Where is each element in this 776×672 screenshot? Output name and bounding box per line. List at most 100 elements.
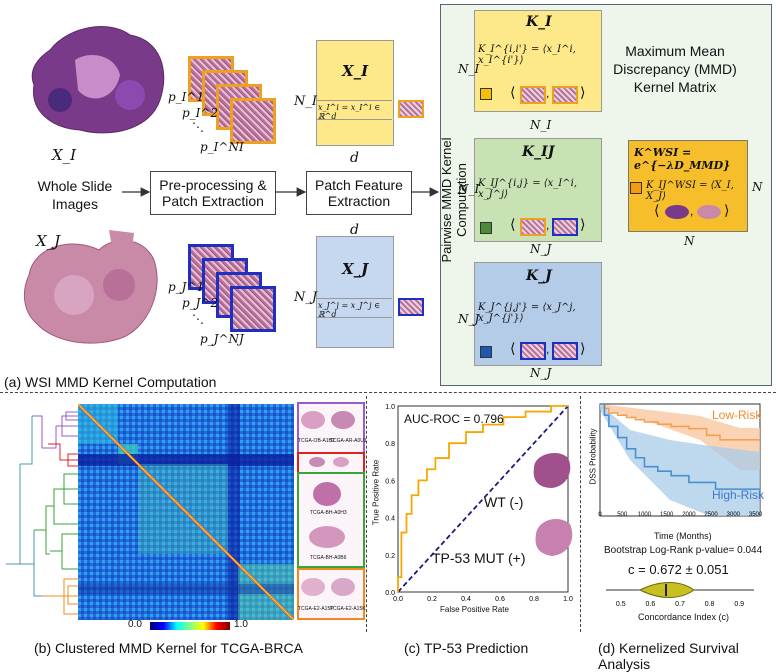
- survival-high-band: [600, 404, 760, 516]
- ni-label: N_I: [294, 94, 318, 109]
- roc-chance-line: [397, 405, 569, 593]
- kwsi-title: K^WSI = e^{−λD_MMD}: [634, 146, 731, 172]
- ki-patch-2: [552, 86, 578, 104]
- cindex-tick: 0.8: [705, 601, 715, 608]
- xi-matrix-title: X_I: [342, 62, 369, 80]
- ki-patch-1: [520, 86, 546, 104]
- separator-v2: [580, 396, 581, 632]
- roc-ytick: 0.4: [385, 516, 395, 523]
- kj-langle: ⟨: [510, 340, 516, 356]
- caption-c: (c) TP-53 Prediction: [404, 640, 529, 656]
- cindex-value: c = 0.672 ± 0.051: [628, 562, 729, 577]
- kj-rangle: ⟩: [580, 340, 586, 356]
- xj-row-label: x_J^j = x_J^j ∈ ℝ^d: [318, 301, 381, 319]
- kwsi-bottom: N: [684, 234, 695, 248]
- thumb-label-1: TCGA-OB-A1B2: [298, 438, 335, 444]
- d-label-2: d: [350, 222, 359, 238]
- kij-bottom: N_J: [530, 242, 552, 256]
- kij-patch-2: [552, 218, 578, 236]
- xj-row: [316, 298, 392, 318]
- kj-side: N_J: [458, 312, 480, 326]
- thumb-slides: [301, 411, 355, 596]
- mmd-title: Maximum Mean Discrepancy (MMD) Kernel Ma…: [613, 43, 737, 95]
- roc-xlabel: False Positive Rate: [440, 605, 509, 614]
- roc-mut-slide: [535, 519, 573, 556]
- roc-ytick: 0.0: [385, 590, 395, 597]
- kwsi-slide-1: [665, 205, 689, 219]
- roc-ytick: 1.0: [385, 404, 395, 411]
- pairwise-vertical-title: Pairwise MMD Kernel Computation: [439, 137, 469, 263]
- dots-i: ⋱: [192, 120, 204, 134]
- survival-xtick: 500: [617, 512, 628, 518]
- caption-a: (a) WSI MMD Kernel Computation: [4, 374, 217, 390]
- roc-wt-label: WT (-): [484, 494, 524, 510]
- roc-xtick: 1.0: [563, 596, 573, 603]
- colorbar: [150, 622, 230, 630]
- dendrogram: [6, 411, 78, 615]
- survival-xtick: 3000: [727, 512, 741, 518]
- p-i-1: p_I^1: [168, 90, 205, 104]
- survival-xtick: 2000: [682, 512, 696, 518]
- roc-chart: 1.0 0.8 0.6 0.4 0.2 0.0 0.0 0.2 0.4 0.6 0.8 1.0: [385, 404, 573, 603]
- p-j-2: p_J^2: [182, 296, 219, 310]
- p-i-2: p_I^2: [182, 106, 219, 120]
- survival-ylabel: DSS Probability: [588, 428, 598, 485]
- ki-comma: ,: [546, 86, 550, 100]
- survival-low-label: Low-Risk: [712, 408, 762, 422]
- thumb-group-orange: [297, 568, 365, 620]
- roc-xtick: 0.4: [461, 596, 471, 603]
- p-j-n: p_J^NJ: [200, 332, 244, 346]
- wsi-label: Whole Slide Images: [37, 178, 113, 212]
- separator-h: [0, 392, 776, 393]
- ki-side: N_I: [458, 62, 480, 76]
- roc-xtick: 0.0: [393, 596, 403, 603]
- survival-high-label: High-Risk: [712, 488, 765, 502]
- roc-xtick: 0.6: [495, 596, 505, 603]
- kj-title: K_J: [526, 268, 552, 284]
- p-i-n: p_I^NI: [200, 140, 244, 154]
- roc-wt-slide: [533, 453, 571, 488]
- p-j-1: p_J^1: [168, 280, 205, 294]
- xi-row: [316, 100, 392, 120]
- survival-xtick: 2500: [704, 512, 718, 518]
- heatmap-matrix: [78, 404, 294, 620]
- kj-patch-1: [520, 342, 546, 360]
- thumb-label-4: TCGA-BH-A0B6: [310, 555, 347, 561]
- thumb-label-5: TCGA-E2-A15P: [298, 606, 334, 612]
- kwsi-box: [628, 140, 748, 232]
- roc-ytick: 0.2: [385, 553, 395, 560]
- preprocessing-box: Pre-processing & Patch Extraction: [150, 171, 276, 215]
- kj-eq: K_J^{j,j'} = ⟨x_J^j, x_J^{j'}⟩: [478, 302, 576, 324]
- ki-rangle: ⟩: [580, 84, 586, 100]
- kwsi-eq: K_IJ^WSI = ⟨X_I, X_J⟩: [646, 180, 734, 202]
- caption-b: (b) Clustered MMD Kernel for TCGA-BRCA: [34, 640, 303, 656]
- xj-row-patch: [398, 298, 424, 316]
- separator-v1: [366, 396, 367, 632]
- thumb-label-3: TCGA-BH-A0H3: [310, 510, 347, 516]
- caption-d: (d) Kernelized Survival Analysis: [598, 640, 739, 672]
- cindex-label: Concordance Index (c): [638, 612, 730, 622]
- thumb-label-2: TCGA-AR-A0U1: [330, 438, 367, 444]
- ki-bottom: N_I: [530, 118, 552, 132]
- patch-i-4: [230, 98, 276, 144]
- d-label-1: d: [350, 150, 359, 166]
- roc-xtick: 0.8: [529, 596, 539, 603]
- xi-matrix: [316, 40, 394, 146]
- roc-ylabel: True Positive Rate: [371, 459, 381, 526]
- kij-title: K_IJ: [522, 144, 555, 160]
- roc-ytick: 0.8: [385, 441, 395, 448]
- roc-curve: [397, 405, 568, 592]
- colorbar-max: 1.0: [234, 619, 248, 630]
- xi-label: X_I: [52, 146, 77, 164]
- nj-label: N_J: [294, 290, 318, 305]
- kj-square: [480, 346, 492, 358]
- roc-xtick: 0.2: [427, 596, 437, 603]
- kj-bottom: N_J: [530, 366, 552, 380]
- xi-row-patch: [398, 100, 424, 118]
- roc-auc: AUC-ROC = 0.796: [404, 412, 504, 426]
- kij-eq: K_IJ^{i,j} = ⟨x_I^i, x_J^j⟩: [478, 178, 577, 200]
- kj-comma: ,: [546, 342, 550, 356]
- xj-label: X_J: [36, 232, 61, 250]
- colorbar-min: 0.0: [128, 619, 142, 630]
- kij-comma: ,: [546, 218, 550, 232]
